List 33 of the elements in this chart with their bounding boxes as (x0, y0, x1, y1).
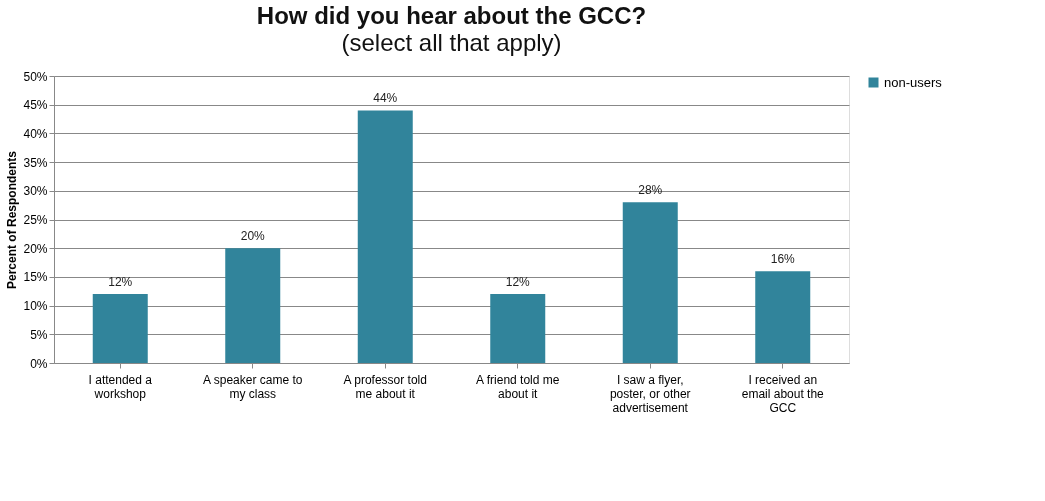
y-tick-label: 15% (23, 270, 48, 285)
data-label: 44% (373, 91, 398, 106)
chart-subtitle: (select all that apply) (341, 29, 562, 56)
bar (92, 294, 148, 363)
legend-label: non-users (884, 74, 943, 90)
chart-title: How did you hear about the GCC? (256, 2, 647, 29)
y-tick-label: 50% (23, 69, 48, 84)
data-label: 20% (240, 229, 266, 244)
bar (225, 248, 281, 363)
y-tick-label: 40% (23, 126, 48, 141)
y-tick-label: 10% (23, 299, 48, 314)
bar (622, 202, 678, 363)
y-tick-label: 20% (23, 241, 48, 256)
x-tick-label: I saw a flyer, poster, or other advertisement (609, 372, 691, 415)
x-tick-label: A speaker came to my class (203, 372, 303, 401)
x-tick-label: A professor told me about it (343, 372, 427, 401)
x-tick-label: I attended a workshop (88, 372, 153, 401)
x-tick-label: I received an email about the GCC (741, 372, 825, 415)
bar (490, 294, 546, 363)
data-label: 12% (108, 275, 133, 290)
data-label: 12% (505, 275, 531, 290)
data-label: 28% (638, 183, 663, 198)
y-tick-label: 35% (23, 155, 48, 170)
y-axis-title: Percent of Respondents (5, 150, 20, 290)
y-tick-label: 25% (23, 213, 48, 227)
x-tick-label: A friend told me about it (476, 372, 560, 401)
y-tick-label: 30% (23, 184, 48, 199)
bar (755, 271, 811, 363)
data-label: 16% (770, 252, 796, 267)
y-tick-label: 5% (30, 327, 48, 342)
bar (357, 110, 413, 363)
y-tick-label: 45% (23, 98, 48, 113)
y-tick-label: 0% (30, 356, 48, 371)
